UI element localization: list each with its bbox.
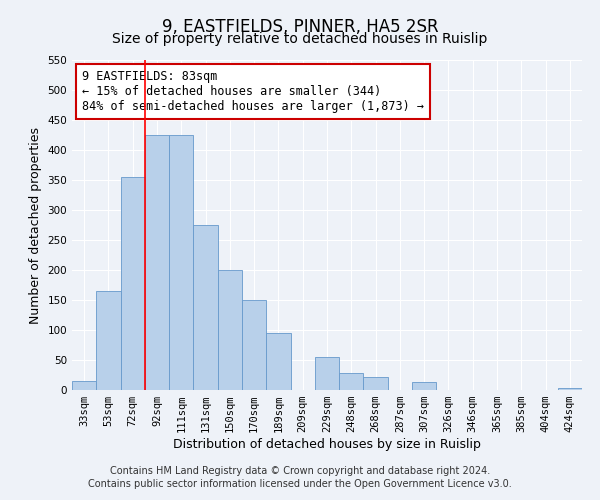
Text: 9, EASTFIELDS, PINNER, HA5 2SR: 9, EASTFIELDS, PINNER, HA5 2SR <box>161 18 439 36</box>
Bar <box>315 357 339 390</box>
Y-axis label: Number of detached properties: Number of detached properties <box>29 126 42 324</box>
Bar <box>412 382 436 390</box>
Bar <box>96 291 121 390</box>
Bar <box>193 225 218 390</box>
Bar <box>339 373 364 390</box>
Bar <box>72 381 96 390</box>
Bar <box>242 300 266 390</box>
Text: Contains HM Land Registry data © Crown copyright and database right 2024.: Contains HM Land Registry data © Crown c… <box>110 466 490 476</box>
Bar <box>218 270 242 390</box>
Text: Contains public sector information licensed under the Open Government Licence v3: Contains public sector information licen… <box>88 479 512 489</box>
Bar <box>364 377 388 390</box>
X-axis label: Distribution of detached houses by size in Ruislip: Distribution of detached houses by size … <box>173 438 481 451</box>
Bar <box>558 388 582 390</box>
Bar <box>145 135 169 390</box>
Bar <box>169 135 193 390</box>
Bar <box>266 333 290 390</box>
Text: 9 EASTFIELDS: 83sqm
← 15% of detached houses are smaller (344)
84% of semi-detac: 9 EASTFIELDS: 83sqm ← 15% of detached ho… <box>82 70 424 113</box>
Bar <box>121 177 145 390</box>
Text: Size of property relative to detached houses in Ruislip: Size of property relative to detached ho… <box>112 32 488 46</box>
